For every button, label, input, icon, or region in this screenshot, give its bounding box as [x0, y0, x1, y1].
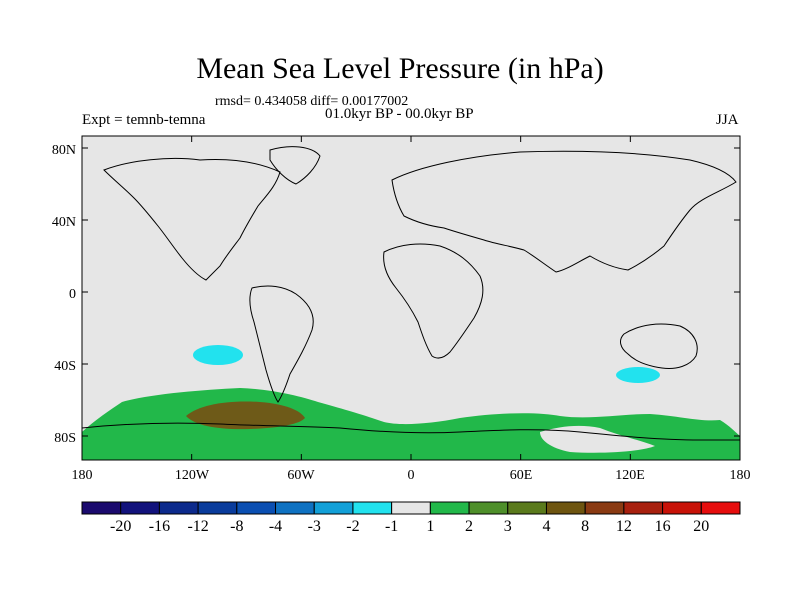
colorbar-swatch: [275, 501, 315, 515]
lat-label: 80S: [54, 431, 76, 446]
south-indian-negative-cell: [616, 367, 660, 383]
colorbar-swatch: [158, 501, 199, 515]
colorbar-label: 2: [465, 518, 474, 535]
colorbar-swatch: [507, 501, 547, 515]
colorbar: [81, 501, 741, 515]
colorbar-swatch: [120, 501, 160, 515]
colorbar-swatch: [429, 501, 470, 515]
greenland-outline: [269, 146, 321, 185]
lat-label: 80N: [51, 143, 76, 158]
colorbar-label: -2: [346, 518, 360, 535]
colorbar-label: 4: [542, 518, 551, 535]
australia-outline: [620, 323, 698, 369]
colorbar-swatch: [700, 501, 741, 515]
south-america-outline: [249, 285, 314, 403]
colorbar-label: -4: [268, 518, 283, 535]
colorbar-label: -12: [187, 518, 209, 535]
colorbar-swatch: [623, 501, 664, 515]
colorbar-label: 3: [503, 518, 512, 535]
colorbar-swatch: [545, 501, 586, 515]
colorbar-label: 8: [581, 518, 590, 535]
lon-label: 180: [71, 468, 93, 483]
ross-gap: [540, 425, 655, 453]
period-subtitle: 01.0kyr BP - 00.0kyr BP: [325, 106, 474, 122]
lon-label: 60W: [287, 468, 315, 483]
eurasia-outline: [391, 150, 737, 273]
colorbar-swatch: [584, 501, 625, 515]
colorbar-swatch: [468, 501, 509, 515]
colorbar-swatch: [236, 501, 277, 515]
lon-label: 60E: [509, 468, 533, 483]
lon-label: 120W: [174, 468, 210, 483]
lat-label: 0: [69, 287, 76, 302]
lon-label: 120E: [615, 468, 645, 483]
lon-label: 180: [729, 468, 751, 483]
antarctica-outline: [81, 422, 740, 441]
colorbar-label: -8: [230, 518, 244, 535]
lat-label: 40S: [54, 359, 76, 374]
colorbar-label: -20: [110, 518, 132, 535]
colorbar-label: 20: [693, 518, 710, 535]
colorbar-label: 12: [615, 518, 632, 535]
lat-label: 40N: [51, 215, 76, 230]
colorbar-label: 16: [654, 518, 671, 535]
experiment-label: Expt = temnb-temna: [82, 112, 206, 128]
colorbar-swatch: [81, 501, 122, 515]
colorbar-swatch: [391, 501, 431, 515]
season-label: JJA: [716, 112, 739, 128]
page-title: Mean Sea Level Pressure (in hPa): [196, 52, 604, 85]
colorbar-label: -1: [384, 518, 399, 535]
colorbar-label: 1: [426, 518, 435, 535]
colorbar-label: -3: [307, 518, 321, 535]
lon-label: 0: [407, 468, 415, 483]
africa-outline: [383, 243, 484, 359]
amundsen-positive-core: [186, 401, 305, 430]
stats-subtitle: rmsd= 0.434058 diff= 0.00177002: [215, 94, 409, 109]
colorbar-swatch: [197, 501, 238, 515]
colorbar-swatch: [313, 501, 354, 515]
colorbar-label: -16: [148, 518, 171, 535]
colorbar-swatch: [662, 501, 702, 515]
south-pacific-negative-cell: [193, 345, 243, 365]
north-america-outline: [103, 158, 281, 281]
colorbar-swatch: [352, 501, 393, 515]
